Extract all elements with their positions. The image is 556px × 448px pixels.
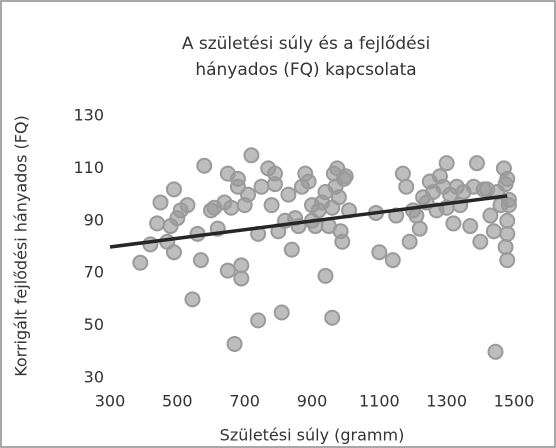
point bbox=[482, 207, 499, 224]
x-tick-label: 1300 bbox=[426, 392, 467, 411]
point bbox=[324, 309, 341, 326]
y-tick-label: 70 bbox=[84, 263, 104, 282]
point bbox=[411, 220, 428, 237]
point bbox=[445, 215, 462, 232]
point bbox=[229, 170, 246, 187]
point bbox=[280, 186, 297, 203]
point bbox=[179, 197, 196, 214]
point bbox=[334, 233, 351, 250]
point bbox=[485, 223, 502, 240]
point bbox=[337, 168, 354, 185]
point bbox=[250, 312, 267, 329]
x-tick-label: 1500 bbox=[494, 392, 535, 411]
point bbox=[219, 262, 236, 279]
x-axis-title: Születési súly (gramm) bbox=[220, 426, 405, 445]
x-tick-label: 300 bbox=[95, 392, 126, 411]
x-tick-label: 1100 bbox=[359, 392, 400, 411]
point bbox=[132, 254, 149, 271]
x-tick-label: 700 bbox=[229, 392, 260, 411]
point bbox=[192, 252, 209, 269]
y-axis-title: Korrigált fejlődési hányados (FQ) bbox=[12, 115, 31, 377]
point bbox=[401, 233, 418, 250]
point bbox=[273, 304, 290, 321]
point bbox=[438, 155, 455, 172]
point bbox=[398, 178, 415, 195]
point bbox=[165, 181, 182, 198]
point bbox=[266, 176, 283, 193]
point bbox=[472, 233, 489, 250]
point bbox=[499, 170, 516, 187]
chart-title: hányados (FQ) kapcsolata bbox=[195, 60, 416, 80]
point bbox=[499, 225, 516, 242]
point bbox=[462, 218, 479, 235]
point bbox=[223, 199, 240, 216]
point bbox=[253, 178, 270, 195]
chart-title: A születési súly és a fejlődési bbox=[182, 34, 430, 54]
point bbox=[226, 335, 243, 352]
point bbox=[371, 244, 388, 261]
point bbox=[149, 215, 166, 232]
point bbox=[300, 173, 317, 190]
point bbox=[487, 343, 504, 360]
y-tick-label: 110 bbox=[73, 158, 104, 177]
point bbox=[263, 197, 280, 214]
x-tick-label: 500 bbox=[162, 392, 193, 411]
y-tick-label: 130 bbox=[73, 106, 104, 125]
point bbox=[184, 291, 201, 308]
point bbox=[468, 155, 485, 172]
point bbox=[233, 270, 250, 287]
point bbox=[384, 252, 401, 269]
point bbox=[196, 157, 213, 174]
point bbox=[283, 241, 300, 258]
trendline bbox=[109, 194, 508, 249]
point bbox=[233, 257, 250, 274]
point bbox=[500, 197, 517, 214]
point bbox=[240, 186, 257, 203]
point bbox=[243, 147, 260, 164]
point bbox=[330, 189, 347, 206]
point bbox=[497, 239, 514, 255]
point bbox=[394, 165, 411, 182]
y-tick-label: 90 bbox=[84, 210, 104, 229]
point bbox=[165, 244, 182, 261]
y-tick-label: 50 bbox=[84, 315, 104, 334]
point bbox=[152, 194, 169, 211]
point bbox=[408, 207, 425, 224]
point bbox=[499, 252, 516, 269]
point bbox=[499, 212, 516, 229]
y-tick-label: 30 bbox=[84, 368, 104, 387]
point bbox=[317, 267, 334, 284]
x-tick-label: 900 bbox=[297, 392, 328, 411]
